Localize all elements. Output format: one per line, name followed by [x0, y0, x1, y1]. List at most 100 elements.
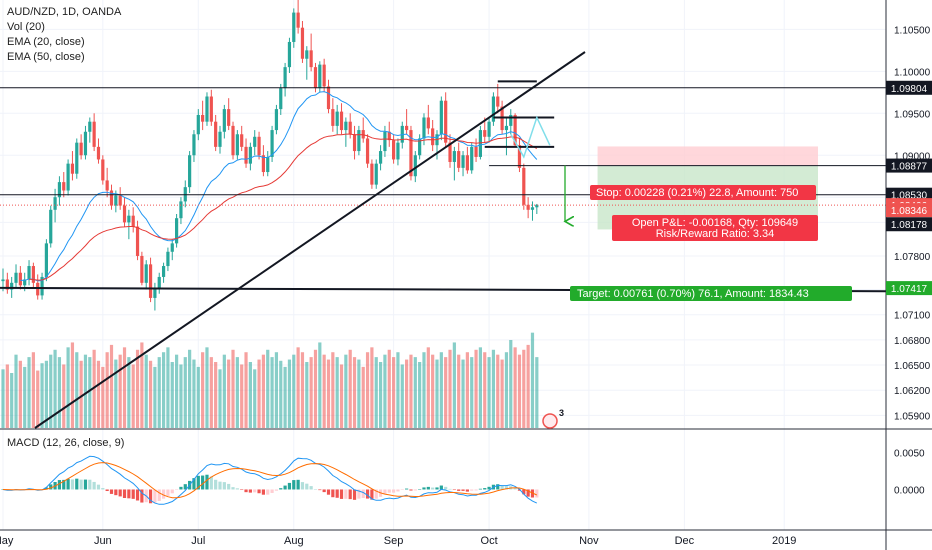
- candle-body: [244, 146, 248, 164]
- macd-histogram-bar: [101, 488, 105, 490]
- candle-body: [504, 125, 509, 131]
- candle-body: [118, 195, 122, 206]
- time-tick-label: Nov: [579, 535, 599, 547]
- macd-histogram-bar: [231, 487, 235, 490]
- candle-body: [27, 266, 31, 280]
- volume-bar: [292, 354, 296, 428]
- ema20-study-label[interactable]: EMA (20, close): [7, 36, 85, 48]
- volume-bar: [439, 352, 443, 428]
- candle-body: [461, 155, 465, 168]
- candle-body: [279, 88, 283, 110]
- volume-bar: [513, 347, 517, 428]
- macd-tick-label: 0.0000: [894, 485, 925, 496]
- volume-bar: [96, 360, 101, 428]
- macd-histogram-bar: [396, 489, 400, 492]
- target-label: Target: 0.00761 (0.70%) 76.1, Amount: 18…: [577, 288, 809, 300]
- candle-body: [240, 134, 244, 147]
- volume-bar: [279, 360, 283, 428]
- macd-histogram-bar: [287, 482, 292, 490]
- candle-body: [322, 64, 326, 87]
- price-marker-box: [886, 158, 932, 173]
- volume-bar: [283, 366, 287, 428]
- macd-histogram-bar: [296, 479, 300, 490]
- candle-body: [487, 121, 491, 137]
- volume-bar: [357, 359, 361, 428]
- macd-histogram-bar: [413, 489, 417, 491]
- candle-body: [122, 205, 127, 223]
- volume-bar: [522, 349, 526, 428]
- candle-body: [231, 125, 235, 156]
- macd-histogram-bar: [205, 474, 209, 490]
- volume-bar: [309, 357, 313, 428]
- volume-study-label[interactable]: Vol (20): [7, 21, 45, 33]
- volume-bar: [326, 359, 331, 428]
- volume-bar: [75, 352, 79, 428]
- candle-body: [270, 130, 274, 157]
- time-tick-label: May: [0, 535, 14, 547]
- macd-histogram-bar: [305, 483, 309, 490]
- volume-bar: [201, 352, 205, 428]
- volume-bar: [500, 359, 504, 428]
- candle-body: [318, 64, 322, 89]
- volume-bar: [114, 359, 118, 428]
- macd-histogram-bar: [535, 489, 539, 498]
- candle-body: [109, 190, 114, 206]
- volume-bar: [10, 373, 14, 428]
- candle-body: [53, 197, 57, 210]
- volume-bar: [526, 344, 530, 428]
- ema50-study-label[interactable]: EMA (50, close): [7, 51, 85, 63]
- volume-bar: [209, 357, 213, 428]
- candle-body: [49, 209, 53, 244]
- macd-histogram-bar: [257, 489, 261, 494]
- volume-bar: [426, 347, 430, 428]
- macd-histogram-bar: [44, 487, 48, 490]
- label-box: [612, 215, 818, 241]
- volume-bar: [23, 366, 27, 428]
- macd-histogram-bar: [170, 489, 174, 494]
- volume-bar: [122, 347, 127, 428]
- candle-body: [522, 167, 526, 205]
- macd-histogram-bar: [352, 489, 357, 500]
- macd-histogram-bar: [235, 488, 239, 490]
- price-marker-box: [886, 281, 932, 296]
- candle-body: [361, 130, 365, 139]
- candle-body: [392, 140, 396, 160]
- volume-bar: [70, 342, 75, 428]
- macd-histogram-bar: [135, 489, 140, 501]
- candle-body: [201, 114, 205, 122]
- candle-body: [452, 151, 456, 162]
- macd-histogram-bar: [292, 480, 296, 490]
- candle-body: [144, 264, 148, 283]
- volume-bar: [418, 362, 422, 428]
- volume-bar: [157, 357, 161, 428]
- macd-histogram-bar: [504, 486, 509, 490]
- volume-bar: [1, 369, 5, 428]
- macd-histogram-bar: [513, 488, 517, 490]
- candle-body: [114, 195, 118, 206]
- macd-histogram-bar: [331, 489, 335, 498]
- candle-body: [326, 86, 331, 110]
- candle-body: [305, 50, 309, 59]
- candle-body: [274, 109, 279, 131]
- macd-histogram-bar: [148, 489, 153, 504]
- candlesticks[interactable]: [1, 0, 539, 311]
- candle-body: [170, 243, 174, 252]
- macd-histogram-bar: [422, 487, 426, 490]
- macd-histogram-bar: [214, 479, 218, 490]
- symbol-title[interactable]: AUD/NZD, 1D, OANDA: [7, 6, 122, 18]
- macd-histogram-bar: [175, 489, 179, 490]
- macd-histogram-bar: [218, 481, 222, 490]
- volume-bar: [348, 349, 352, 428]
- macd-histogram-bar: [470, 489, 474, 491]
- candle-body: [70, 163, 75, 174]
- macd-histogram-bar: [383, 489, 387, 495]
- macd-histogram-bar: [439, 485, 443, 490]
- volume-bar: [57, 357, 62, 428]
- volume-bar: [144, 354, 148, 428]
- volume-bar: [530, 332, 535, 428]
- candle-body: [57, 182, 62, 198]
- volume-bar: [227, 359, 231, 428]
- macd-study-label[interactable]: MACD (12, 26, close, 9): [7, 437, 125, 449]
- volume-bar: [153, 366, 157, 428]
